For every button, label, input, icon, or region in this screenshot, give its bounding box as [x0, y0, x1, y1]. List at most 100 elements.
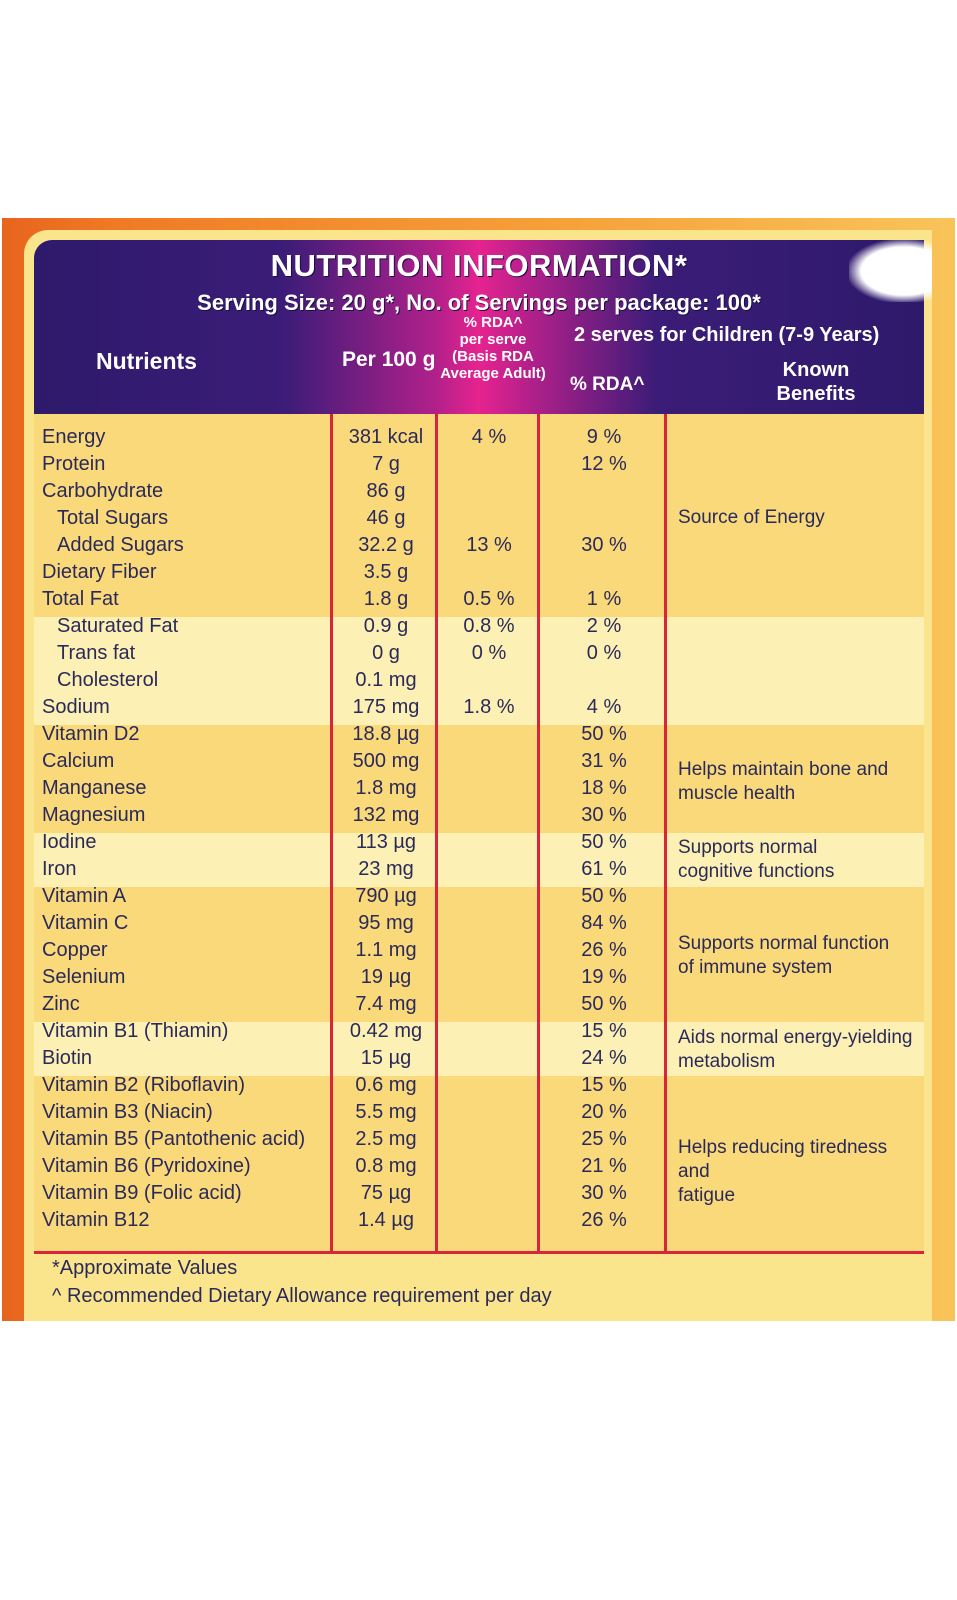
rda-child-value: 4 % [586, 696, 622, 718]
rda-child-value: 12 % [581, 453, 627, 475]
table-header: NUTRITION INFORMATION* Serving Size: 20 … [34, 240, 932, 414]
per100-value: 2.5 mg [355, 1128, 417, 1150]
nutrient-name: Biotin [42, 1047, 93, 1069]
benefits-line1: Known [782, 359, 850, 381]
benefits-line2: Benefits [776, 383, 856, 405]
rda-serve-line3: (Basis RDA [452, 348, 534, 365]
nutrient-name: Total Fat [42, 588, 119, 610]
rda-child-value: 24 % [581, 1047, 627, 1069]
table-row: Vitamin B9 (Folic acid) 75 µg 30 % [24, 1180, 932, 1207]
benefit-bone-line1: Helps maintain bone and [678, 759, 889, 780]
table-row: Dietary Fiber 3.5 g [24, 559, 932, 586]
per100-value: 132 mg [352, 804, 420, 826]
per100-value: 1.8 mg [355, 777, 417, 799]
per100-value: 7 g [372, 453, 400, 475]
nutrient-name: Vitamin B1 (Thiamin) [42, 1020, 229, 1042]
divider-3 [537, 414, 540, 1251]
benefit-tiredness-line2: fatigue [678, 1185, 736, 1206]
table-row: Calcium 500 mg 31 % [24, 748, 932, 775]
band-energy [34, 414, 924, 617]
per100-value: 0 g [372, 642, 400, 664]
nutrient-name: Sodium [42, 696, 110, 718]
nutrient-name: Magnesium [42, 804, 146, 826]
rda-serve-value: 1.8 % [463, 696, 515, 718]
per100-value: 32.2 g [358, 534, 414, 556]
table-row: Vitamin D2 18.8 µg 50 % [24, 721, 932, 748]
nutrient-name: Vitamin D2 [42, 723, 140, 745]
table-row: Protein 7 g 12 % [24, 451, 932, 478]
table-row: Trans fat 0 g 0 % 0 % [24, 640, 932, 667]
serving-info: Serving Size: 20 g*, No. of Servings per… [197, 290, 761, 315]
rda-child-value: 84 % [581, 912, 627, 934]
divider-1 [330, 414, 333, 1251]
rda-child-value: 30 % [581, 534, 627, 556]
nutrient-name: Added Sugars [57, 534, 184, 556]
nutrition-title: NUTRITION INFORMATION* [270, 248, 688, 283]
footnote-approximate: *Approximate Values [52, 1257, 238, 1279]
rda-child-value: 20 % [581, 1101, 627, 1123]
table-row: Vitamin B6 (Pyridoxine) 0.8 mg 21 % [24, 1153, 932, 1180]
col-header-benefits: Known Benefits [746, 358, 886, 406]
rda-child-value: 19 % [581, 966, 627, 988]
nutrient-name: Vitamin A [42, 885, 127, 907]
benefit-bone-line2: muscle health [678, 783, 796, 804]
benefit-bone: Helps maintain bone and muscle health [678, 758, 918, 806]
nutrient-name: Vitamin B12 [42, 1209, 150, 1231]
band-immune [34, 887, 924, 1022]
per100-value: 7.4 mg [355, 993, 417, 1015]
table-bottom-line [34, 1251, 924, 1254]
nutrient-name: Vitamin B9 (Folic acid) [42, 1182, 242, 1204]
rda-serve-line1: % RDA^ [463, 314, 523, 331]
per100-value: 95 mg [358, 912, 414, 934]
per100-value: 19 µg [360, 966, 412, 988]
table-row: Selenium 19 µg 19 % [24, 964, 932, 991]
col-header-rda-serve: % RDA^ per serve (Basis RDA Average Adul… [438, 314, 548, 382]
per100-value: 381 kcal [348, 426, 424, 448]
per100-value: 3.5 g [363, 561, 409, 583]
table-row: Magnesium 132 mg 30 % [24, 802, 932, 829]
nutrient-name: Total Sugars [57, 507, 169, 529]
glare [849, 240, 932, 302]
footnote-rda: ^ Recommended Dietary Allowance requirem… [52, 1285, 552, 1307]
benefit-energy: Source of Energy [678, 506, 918, 530]
nutrient-name: Copper [42, 939, 108, 961]
per100-value: 0.6 mg [355, 1074, 417, 1096]
benefit-immune-line2: of immune system [678, 957, 833, 978]
nutrition-panel: NUTRITION INFORMATION* Serving Size: 20 … [24, 230, 932, 1321]
per100-value: 23 mg [358, 858, 414, 880]
benefit-metabolism: Aids normal energy-yielding metabolism [678, 1026, 918, 1074]
table-row: Manganese 1.8 mg 18 % [24, 775, 932, 802]
table-row: Vitamin B3 (Niacin) 5.5 mg 20 % [24, 1099, 932, 1126]
table-row: Carbohydrate 86 g [24, 478, 932, 505]
nutrient-name: Vitamin B2 (Riboflavin) [42, 1074, 246, 1096]
nutrient-name: Vitamin C [42, 912, 129, 934]
rda-child-value: 50 % [581, 993, 627, 1015]
label-frame: NUTRITION INFORMATION* Serving Size: 20 … [2, 218, 955, 1321]
rda-serve-value: 13 % [466, 534, 512, 556]
rda-child-value: 50 % [581, 831, 627, 853]
per100-value: 1.4 µg [357, 1209, 414, 1231]
table-row: Biotin 15 µg 24 % [24, 1045, 932, 1072]
col-header-children: 2 serves for Children (7-9 Years) [574, 324, 880, 346]
nutrient-name: Protein [42, 453, 106, 475]
rda-child-value: 26 % [581, 1209, 627, 1231]
rda-child-value: 2 % [586, 615, 622, 637]
table-row: Vitamin B1 (Thiamin) 0.42 mg 15 % [24, 1018, 932, 1045]
benefit-cognitive: Supports normal cognitive functions [678, 836, 918, 884]
table-row: Iodine 113 µg 50 % [24, 829, 932, 856]
rda-child-value: 26 % [581, 939, 627, 961]
nutrient-name: Vitamin B3 (Niacin) [42, 1101, 213, 1123]
nutrient-name: Saturated Fat [57, 615, 179, 637]
per100-value: 500 mg [352, 750, 420, 772]
rda-child-value: 15 % [581, 1020, 627, 1042]
table-row: Energy 381 kcal 4 % 9 % [24, 424, 932, 451]
rda-child-value: 61 % [581, 858, 627, 880]
table-row: Total Sugars 46 g [24, 505, 932, 532]
nutrient-name: Cholesterol [57, 669, 159, 691]
benefit-immune: Supports normal function of immune syste… [678, 932, 918, 980]
table-row: Cholesterol 0.1 mg [24, 667, 932, 694]
benefit-metabolism-line1: Aids normal energy-yielding [678, 1027, 913, 1048]
nutrient-name: Calcium [42, 750, 115, 772]
table-row: Copper 1.1 mg 26 % [24, 937, 932, 964]
benefit-tiredness: Helps reducing tiredness and fatigue [678, 1136, 918, 1208]
